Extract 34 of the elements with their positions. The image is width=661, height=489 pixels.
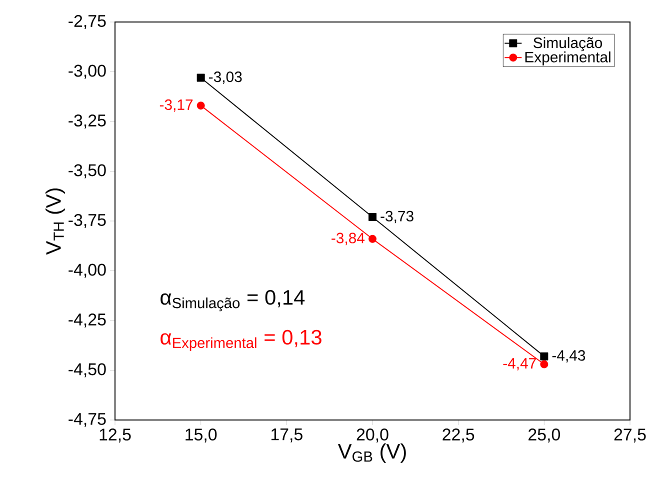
point (196, 102, 205, 110)
point (368, 213, 377, 222)
y-tick-label: -3,50 (68, 164, 106, 178)
data-label: -3,84 (332, 232, 365, 246)
x-tick-label: 15,0 (186, 428, 217, 443)
x-tick-label: 27,5 (614, 428, 646, 443)
point (540, 360, 548, 368)
x-axis-title: V$_{GB}$ (V) (338, 443, 406, 463)
point (196, 74, 205, 82)
point (540, 352, 548, 360)
data-label: -3,73 (380, 210, 414, 224)
x-tick-label: 25,0 (528, 428, 560, 443)
legend-label: Experimental (525, 51, 610, 66)
y-tick-label: -4,25 (68, 314, 106, 328)
x-tick-label: 20,0 (356, 428, 388, 443)
legend-label: Simulação (534, 37, 602, 52)
y-tick-label: -3,25 (68, 114, 106, 128)
x-tick-label: 12,5 (100, 428, 131, 443)
data-label: -3,17 (160, 99, 193, 112)
x-tick-label: 17,5 (271, 428, 302, 442)
x-tick-label: 22,5 (442, 428, 474, 443)
y-tick-label: -3,75 (68, 214, 106, 228)
y-tick-label: -4,50 (68, 363, 106, 378)
point (368, 234, 377, 243)
y-tick-label: -3,00 (68, 64, 106, 79)
annotation: $\text{α}_{\text{Simulação}}\text{ = 0,14}$ (160, 290, 305, 312)
y-axis-title: V$_{TH}$ (V) (46, 188, 66, 255)
data-label: -3,03 (209, 72, 242, 84)
annotation: $\text{α}_{\text{Experimental}}\text{ = 0,13}$ (160, 330, 322, 351)
y-tick-label: -2,75 (68, 15, 106, 29)
data-label: -4,43 (552, 350, 586, 362)
y-tick-label: -4,00 (68, 264, 106, 278)
y-tick-label: -4,75 (68, 413, 106, 427)
data-label: -4,47 (503, 358, 536, 370)
